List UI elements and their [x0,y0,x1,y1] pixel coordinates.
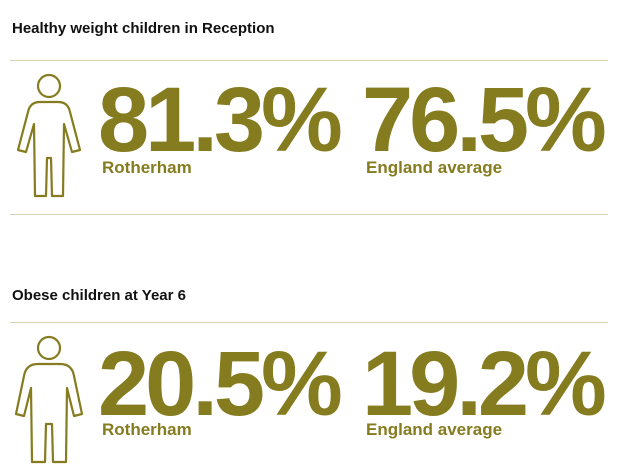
divider [10,214,608,215]
child-figure-icon [16,73,82,198]
stat-label: Rotherham [102,420,192,439]
stat-label: England average [366,158,503,177]
stat-label: Rotherham [102,158,192,177]
child-figure-icon [14,335,84,464]
stat-label: England average [366,420,503,439]
stat-value: 81.3% [98,69,343,171]
stat-value: 19.2% [362,333,607,435]
section-title: Obese children at Year 6 [12,287,186,304]
stat-value: 20.5% [98,333,343,435]
stat-value: 76.5% [362,69,607,171]
section-title: Healthy weight children in Reception [12,20,275,37]
divider [10,322,608,323]
divider [10,60,608,61]
